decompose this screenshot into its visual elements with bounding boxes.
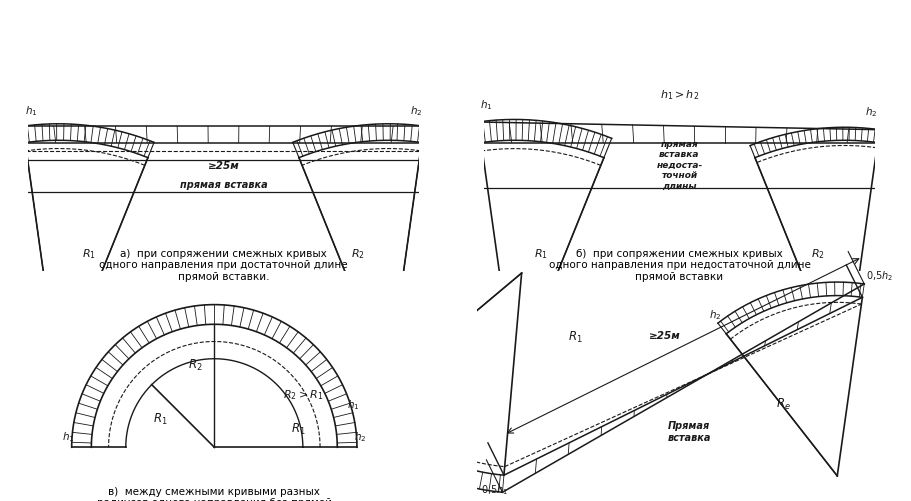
Text: а)  при сопряжении смежных кривых
одного направления при достаточной длине
прямо: а) при сопряжении смежных кривых одного … — [99, 249, 347, 282]
Text: ≥25м: ≥25м — [208, 161, 239, 171]
Text: $R_e$: $R_e$ — [775, 397, 790, 412]
Text: $h_2$: $h_2$ — [865, 106, 877, 119]
Text: $R_2$: $R_2$ — [811, 247, 824, 262]
Text: ≥25м: ≥25м — [649, 331, 681, 341]
Text: прямая
вставка
недоста-
точной
длины: прямая вставка недоста- точной длины — [656, 140, 701, 190]
Text: $h_2$: $h_2$ — [409, 104, 422, 118]
Text: $0{,}5h_2$: $0{,}5h_2$ — [865, 270, 893, 283]
Text: Прямая
вставка: Прямая вставка — [667, 421, 711, 442]
Text: $R_1$: $R_1$ — [291, 421, 305, 436]
Text: $h_2$: $h_2$ — [708, 309, 721, 323]
Text: $h_1$: $h_1$ — [25, 104, 37, 118]
Text: $R_1$: $R_1$ — [533, 247, 547, 262]
Text: в)  между смежными кривыми разных
радиусов одного направления без прямой
вставки: в) между смежными кривыми разных радиусо… — [97, 486, 332, 501]
Text: $R_1$: $R_1$ — [568, 330, 582, 345]
Text: $h_1$: $h_1$ — [62, 430, 75, 444]
Text: $h_1$: $h_1$ — [346, 398, 359, 411]
Text: $h_2$: $h_2$ — [353, 430, 366, 444]
Text: б)  при сопряжении смежных кривых
одного направления при недостаточной длине
пря: б) при сопряжении смежных кривых одного … — [548, 249, 810, 282]
Text: $R_1$: $R_1$ — [82, 247, 96, 262]
Text: $R_2 > R_1$: $R_2 > R_1$ — [282, 388, 322, 402]
Text: $h_1 > h_2$: $h_1 > h_2$ — [660, 88, 698, 102]
Text: $R_1$: $R_1$ — [153, 412, 168, 427]
Text: $0{,}5h_1$: $0{,}5h_1$ — [481, 483, 508, 497]
Text: $R_2$: $R_2$ — [351, 247, 364, 262]
Text: $h_1$: $h_1$ — [479, 98, 492, 112]
Text: прямая вставка: прямая вставка — [179, 180, 267, 190]
Text: $R_2$: $R_2$ — [188, 358, 203, 373]
